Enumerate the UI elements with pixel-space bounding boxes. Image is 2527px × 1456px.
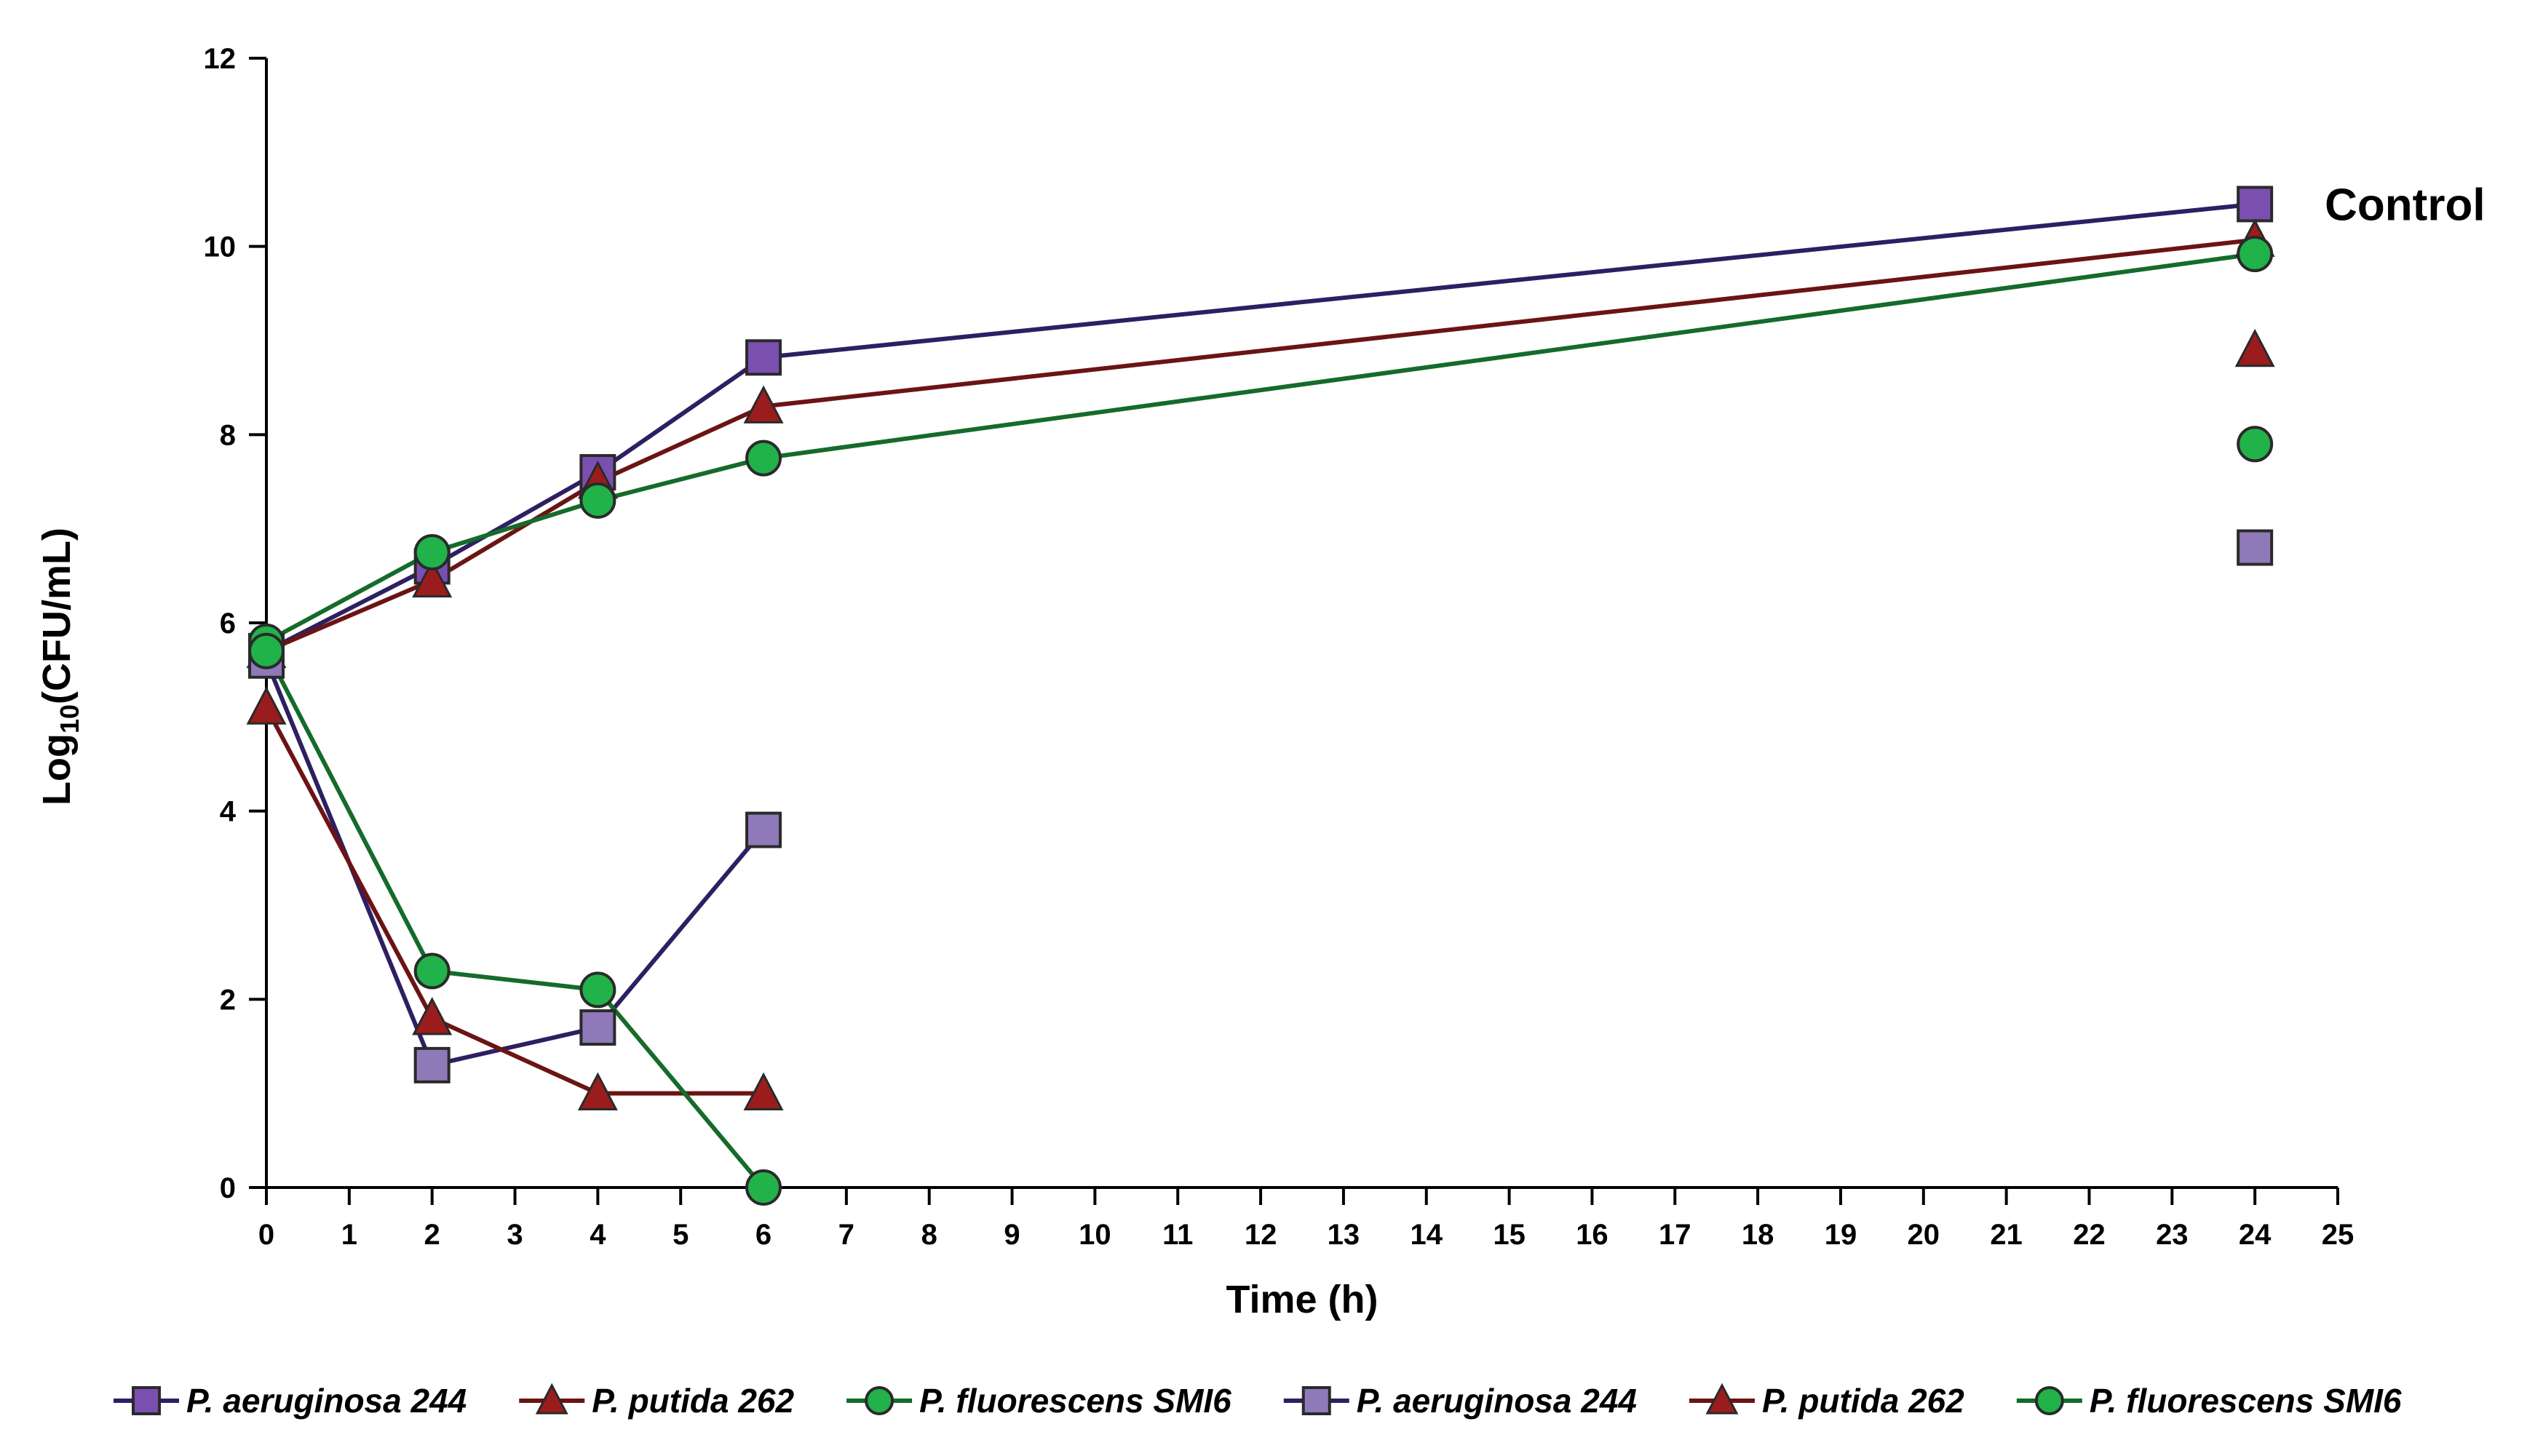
y-tick-label: 10 bbox=[204, 231, 237, 263]
x-tick-label: 21 bbox=[1990, 1219, 2023, 1251]
x-ticks: 0 1 2 3 4 5 6 7 8 9 10 11 12 13 14 15 16 17 18 19 20 21 22 23 24… bbox=[258, 1188, 2354, 1251]
legend-label: P. fluorescens SMI6 bbox=[2090, 1382, 2402, 1420]
x-tick-label: 9 bbox=[1004, 1219, 1020, 1251]
series-line-treated-5 bbox=[264, 650, 766, 1189]
y-tick-label: 6 bbox=[220, 608, 236, 640]
series-line-control-2 bbox=[265, 252, 2256, 644]
x-tick-label: 12 bbox=[1245, 1219, 1277, 1251]
series-lines bbox=[264, 202, 2256, 1189]
x-tick-label: 16 bbox=[1576, 1219, 1608, 1251]
x-tick-label: 4 bbox=[590, 1219, 606, 1251]
data-point-control-triangle bbox=[412, 559, 453, 598]
data-point-control-square bbox=[745, 339, 782, 376]
x-tick-label: 23 bbox=[2156, 1219, 2189, 1251]
x-tick-label: 6 bbox=[755, 1219, 771, 1251]
x-tick-label: 5 bbox=[673, 1219, 689, 1251]
x-tick-label: 17 bbox=[1659, 1219, 1691, 1251]
legend-label: P. putida 262 bbox=[592, 1382, 794, 1420]
legend-marker-triangle bbox=[1705, 1383, 1739, 1415]
data-point-treated-triangle bbox=[412, 997, 453, 1035]
y-tick-label: 2 bbox=[220, 984, 236, 1016]
data-point-control-square bbox=[2237, 186, 2274, 223]
x-axis-title: Time (h) bbox=[1226, 1278, 1378, 1321]
data-point-treated-circle bbox=[579, 971, 616, 1009]
data-point-control-circle bbox=[579, 482, 616, 519]
legend-marker-square bbox=[132, 1386, 161, 1415]
x-tick-label: 24 bbox=[2239, 1219, 2272, 1251]
isolated-point-treated-triangle bbox=[2234, 328, 2275, 367]
legend-item: P. putida 262 bbox=[519, 1382, 794, 1420]
legend-label: P. aeruginosa 244 bbox=[186, 1382, 467, 1420]
legend-label: P. fluorescens SMI6 bbox=[919, 1382, 1231, 1420]
legend-marker-circle bbox=[2034, 1386, 2064, 1415]
series-markers bbox=[246, 186, 2275, 1206]
legend-marker-circle bbox=[865, 1386, 894, 1415]
data-point-treated-circle bbox=[413, 952, 451, 990]
data-point-treated-square bbox=[579, 1009, 616, 1046]
data-point-treated-square bbox=[745, 811, 782, 848]
data-point-control-circle bbox=[413, 534, 451, 570]
data-point-control-circle bbox=[745, 439, 782, 477]
y-tick-label: 8 bbox=[220, 419, 236, 451]
y-axis-title-subscript: 10 bbox=[55, 704, 84, 733]
y-tick-label: 0 bbox=[220, 1172, 236, 1204]
x-tick-label: 22 bbox=[2073, 1219, 2106, 1251]
isolated-point-treated-circle bbox=[2237, 426, 2274, 463]
data-point-treated-circle bbox=[248, 632, 285, 669]
data-point-control-circle bbox=[2237, 236, 2274, 273]
y-tick-label: 12 bbox=[204, 43, 237, 75]
legend-label: P. aeruginosa 244 bbox=[1357, 1382, 1637, 1420]
legend-item: P. fluorescens SMI6 bbox=[2016, 1382, 2402, 1420]
x-tick-label: 7 bbox=[838, 1219, 854, 1251]
x-tick-label: 1 bbox=[341, 1219, 357, 1251]
x-tick-label: 13 bbox=[1328, 1219, 1360, 1251]
y-tick-label: 4 bbox=[220, 796, 237, 828]
x-tick-label: 18 bbox=[1742, 1219, 1774, 1251]
data-point-treated-circle bbox=[745, 1169, 782, 1206]
legend-item: P. aeruginosa 244 bbox=[114, 1382, 467, 1420]
control-annotation: Control bbox=[2325, 180, 2485, 230]
y-ticks: 0 2 4 6 8 10 12 bbox=[204, 43, 266, 1204]
y-axis-title: Log10(CFU/mL) bbox=[35, 528, 84, 805]
x-tick-label: 14 bbox=[1411, 1219, 1443, 1251]
x-tick-label: 19 bbox=[1825, 1219, 1857, 1251]
x-tick-label: 0 bbox=[258, 1219, 274, 1251]
data-point-treated-triangle bbox=[743, 1072, 784, 1111]
x-tick-label: 10 bbox=[1079, 1219, 1111, 1251]
x-tick-label: 25 bbox=[2322, 1219, 2355, 1251]
legend: P. aeruginosa 244 P. putida 262 P. fluores… bbox=[114, 1382, 2402, 1420]
y-axis-title-main: Log bbox=[35, 733, 79, 805]
legend-marker-triangle bbox=[535, 1383, 568, 1415]
data-point-treated-triangle bbox=[246, 686, 287, 725]
x-tick-label: 3 bbox=[507, 1219, 523, 1251]
series-line-treated-3 bbox=[264, 659, 766, 1067]
data-point-control-triangle bbox=[743, 385, 784, 423]
isolated-point-treated-square bbox=[2237, 529, 2274, 566]
series-line-control-1 bbox=[265, 237, 2256, 653]
legend-item: P. aeruginosa 244 bbox=[1283, 1382, 1637, 1420]
x-tick-label: 8 bbox=[921, 1219, 937, 1251]
legend-item: P. putida 262 bbox=[1689, 1382, 1964, 1420]
y-axis-title-rest: (CFU/mL) bbox=[35, 528, 79, 704]
legend-item: P. fluorescens SMI6 bbox=[846, 1382, 1231, 1420]
series-line-treated-4 bbox=[264, 706, 764, 1096]
x-tick-label: 2 bbox=[424, 1219, 440, 1251]
data-point-treated-square bbox=[413, 1046, 451, 1083]
data-point-treated-triangle bbox=[577, 1072, 618, 1111]
x-tick-label: 11 bbox=[1162, 1219, 1193, 1251]
x-tick-label: 20 bbox=[1908, 1219, 1940, 1251]
legend-label: P. putida 262 bbox=[1762, 1382, 1964, 1420]
x-tick-label: 15 bbox=[1493, 1219, 1526, 1251]
legend-marker-square bbox=[1301, 1386, 1331, 1415]
